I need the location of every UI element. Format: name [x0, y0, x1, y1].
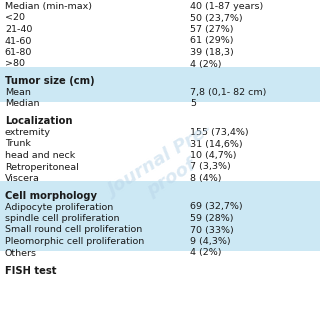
Text: 4 (2%): 4 (2%) — [190, 60, 222, 68]
Text: 5: 5 — [190, 100, 196, 108]
Text: Viscera: Viscera — [5, 174, 40, 183]
Text: 31 (14,6%): 31 (14,6%) — [190, 140, 243, 148]
Text: Small round cell proliferation: Small round cell proliferation — [5, 226, 142, 235]
Text: 39 (18,3): 39 (18,3) — [190, 48, 234, 57]
Text: Tumor size (cm): Tumor size (cm) — [5, 76, 94, 86]
Text: 61 (29%): 61 (29%) — [190, 36, 234, 45]
Text: 4 (2%): 4 (2%) — [190, 249, 222, 258]
Text: Median (min-max): Median (min-max) — [5, 2, 92, 11]
Bar — [0, 181, 320, 251]
Text: Adipocyte proliferation: Adipocyte proliferation — [5, 203, 113, 212]
Text: Median: Median — [5, 100, 39, 108]
Text: spindle cell proliferation: spindle cell proliferation — [5, 214, 119, 223]
Text: 21-40: 21-40 — [5, 25, 32, 34]
Text: Pleomorphic cell proliferation: Pleomorphic cell proliferation — [5, 237, 144, 246]
Text: FISH test: FISH test — [5, 266, 56, 276]
Text: Localization: Localization — [5, 116, 72, 126]
Text: 70 (33%): 70 (33%) — [190, 226, 234, 235]
Text: 8 (4%): 8 (4%) — [190, 174, 222, 183]
Text: Retroperitoneal: Retroperitoneal — [5, 163, 78, 172]
Text: 50 (23,7%): 50 (23,7%) — [190, 13, 243, 22]
Text: >80: >80 — [5, 60, 25, 68]
Text: 40 (1-87 years): 40 (1-87 years) — [190, 2, 264, 11]
Text: 7 (3,3%): 7 (3,3%) — [190, 163, 231, 172]
Text: <20: <20 — [5, 13, 25, 22]
Text: Others: Others — [5, 249, 37, 258]
Text: head and neck: head and neck — [5, 151, 75, 160]
Text: Cell morphology: Cell morphology — [5, 191, 97, 201]
Text: 41-60: 41-60 — [5, 36, 32, 45]
Text: Journal Pre-
proof: Journal Pre- proof — [105, 122, 228, 218]
Text: 59 (28%): 59 (28%) — [190, 214, 234, 223]
Text: 10 (4,7%): 10 (4,7%) — [190, 151, 237, 160]
Text: 57 (27%): 57 (27%) — [190, 25, 234, 34]
Text: Trunk: Trunk — [5, 140, 31, 148]
Text: 69 (32,7%): 69 (32,7%) — [190, 203, 243, 212]
Text: 7,8 (0,1- 82 cm): 7,8 (0,1- 82 cm) — [190, 88, 267, 97]
Text: Mean: Mean — [5, 88, 31, 97]
Text: 9 (4,3%): 9 (4,3%) — [190, 237, 231, 246]
Text: extremity: extremity — [5, 128, 51, 137]
Text: 61-80: 61-80 — [5, 48, 32, 57]
Bar — [0, 67, 320, 102]
Text: 155 (73,4%): 155 (73,4%) — [190, 128, 249, 137]
